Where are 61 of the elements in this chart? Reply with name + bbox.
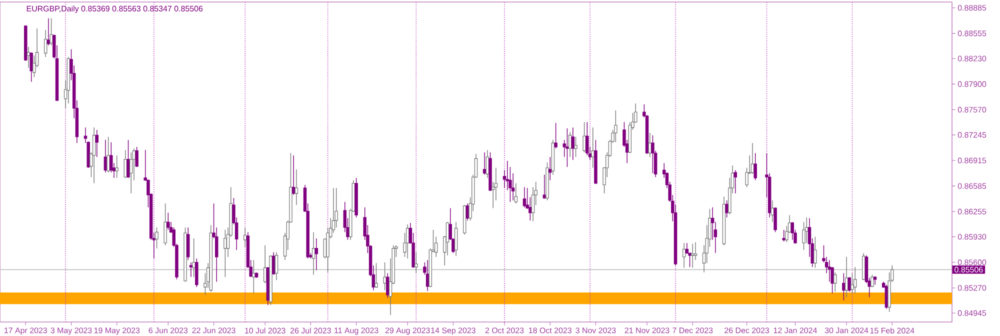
- candlestick: [294, 168, 298, 206]
- candlestick: [482, 152, 486, 176]
- candlestick: [383, 262, 386, 291]
- candlestick: [582, 122, 586, 153]
- candlestick: [566, 128, 569, 168]
- candlestick: [166, 212, 170, 230]
- candlestick: [853, 266, 857, 294]
- candlestick: [522, 186, 526, 208]
- candlestick: [252, 260, 256, 294]
- candlestick: [272, 252, 276, 276]
- candlestick: [842, 272, 846, 301]
- candlestick: [263, 244, 267, 284]
- candlestick: [135, 146, 138, 168]
- candlestick: [224, 229, 227, 278]
- candlestick: [30, 52, 33, 82]
- candlestick: [50, 18, 53, 46]
- candlestick: [386, 272, 390, 298]
- candlestick: [814, 236, 817, 268]
- candlestick: [195, 258, 198, 288]
- candlestick: [312, 232, 316, 276]
- candlestick: [244, 227, 247, 248]
- candlestick: [548, 156, 552, 181]
- candlestick: [554, 122, 558, 149]
- candlestick: [790, 222, 794, 240]
- candlestick: [844, 256, 848, 298]
- candlestick: [834, 272, 837, 292]
- candlestick: [774, 206, 777, 232]
- candlestick: [870, 274, 874, 288]
- candlestick: [685, 242, 689, 254]
- candlestick: [164, 203, 167, 246]
- candlestick: [155, 227, 158, 249]
- candlestick: [106, 136, 110, 173]
- candlestick: [130, 152, 133, 194]
- candlestick: [426, 260, 430, 292]
- candlestick: [292, 155, 296, 196]
- candlestick: [754, 152, 757, 181]
- candlestick: [614, 110, 618, 143]
- candlestick: [126, 140, 130, 178]
- candlestick: [406, 224, 410, 259]
- candlestick: [374, 262, 378, 288]
- candlestick: [571, 127, 575, 160]
- candlestick: [414, 252, 418, 274]
- candlestick: [186, 227, 190, 260]
- candlestick: [189, 262, 193, 278]
- candlestick: [192, 238, 196, 278]
- candlestick: [314, 238, 318, 270]
- candlestick: [454, 222, 458, 257]
- candlestick: [651, 134, 654, 174]
- candlestick: [725, 200, 728, 218]
- candlestick: [802, 222, 806, 250]
- candlestick: [862, 252, 866, 281]
- candlestick: [95, 129, 99, 158]
- candlestick: [574, 136, 578, 158]
- candlestick: [734, 170, 737, 194]
- candlestick: [586, 122, 589, 156]
- candlestick: [682, 242, 686, 268]
- candlestick: [274, 252, 278, 281]
- candlestick: [514, 182, 518, 204]
- candlestick: [44, 30, 48, 58]
- candlestick: [92, 127, 96, 184]
- candlestick: [568, 132, 572, 158]
